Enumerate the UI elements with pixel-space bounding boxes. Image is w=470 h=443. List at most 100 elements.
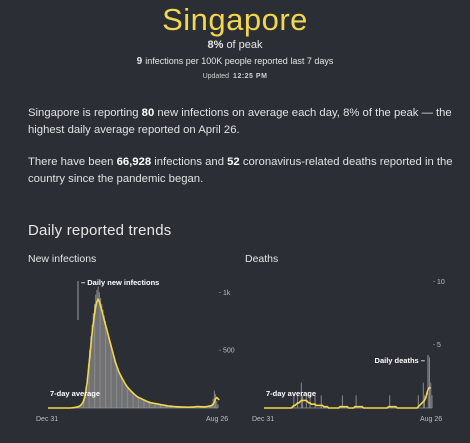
infections-bar: [135, 396, 137, 408]
infections-bar: [139, 398, 141, 408]
infections-bar: [93, 303, 95, 408]
infections-bar: [80, 404, 82, 408]
infections-bar: [161, 404, 163, 408]
infections-bar: [117, 369, 119, 408]
infections-bar: [166, 405, 168, 408]
infections-bar: [81, 402, 83, 408]
p1-text-b: new infections on average each day, 8% o…: [28, 107, 452, 136]
infections-ytick-label: 500: [223, 348, 235, 355]
infections-bar: [119, 375, 121, 408]
p1-text-a: Singapore is reporting: [28, 107, 142, 119]
infections-bar: [136, 397, 138, 408]
infections-bar: [100, 298, 102, 408]
infections-bar: [96, 290, 98, 408]
infections-bar: [114, 361, 116, 408]
deaths-avg-line: [264, 386, 431, 409]
p2-text-c: coronavirus-related deaths reported in t…: [28, 156, 453, 185]
infections-bar: [160, 404, 162, 408]
deaths-bar: [431, 395, 433, 408]
infections-bar: [213, 390, 215, 408]
infections-bar: [162, 404, 164, 408]
country-title: Singapore: [162, 2, 308, 37]
infections-bar: [123, 382, 125, 408]
updated-stamp: Updated 12:25 PM: [0, 73, 470, 80]
infections-bar: [86, 377, 88, 408]
p2-text-a: There have been: [28, 156, 117, 168]
total-deaths-value: 52: [227, 156, 240, 168]
deaths-bar: [422, 382, 424, 408]
deaths-bars-annotation: Daily deaths –: [375, 356, 425, 365]
deaths-bar: [320, 395, 322, 408]
section-title: Daily reported trends: [28, 222, 172, 239]
infections-bar: [124, 384, 126, 408]
infections-bar: [116, 366, 117, 408]
weekly-value: 9: [136, 56, 143, 67]
infections-bar: [149, 402, 150, 408]
infections-bar: [216, 401, 218, 408]
infections-bar: [168, 406, 170, 408]
infections-bar: [106, 327, 108, 408]
infections-bar: [140, 398, 142, 408]
deaths-bar: [314, 395, 316, 408]
infections-bar: [150, 402, 152, 408]
infections-bar: [147, 402, 149, 408]
infections-bar: [107, 332, 109, 408]
infections-bar: [141, 399, 143, 408]
infections-bar: [145, 401, 147, 408]
total-infections-value: 66,928: [116, 156, 152, 168]
weekly-text: infections per 100K people reported last…: [145, 56, 334, 66]
deaths-chart-title: Deaths: [245, 253, 279, 265]
infections-bar: [103, 315, 105, 408]
infections-bar: [217, 404, 219, 408]
infections-bar: [109, 343, 111, 408]
deaths-bar: [427, 395, 429, 408]
deaths-bar: [297, 395, 299, 408]
infections-bar: [133, 394, 135, 408]
infections-bar: [111, 347, 113, 408]
infections-bar: [112, 352, 114, 408]
peak-text: of peak: [226, 39, 263, 51]
infections-bar: [144, 400, 146, 408]
infections-bar: [113, 357, 115, 408]
deaths-bar: [293, 395, 295, 408]
infections-bar: [131, 392, 133, 408]
weekly-summary: 9 infections per 100K people reported las…: [0, 56, 470, 67]
infections-bar: [129, 390, 131, 408]
deaths-bar: [389, 395, 391, 408]
infections-bar: [157, 404, 159, 408]
infections-bar: [164, 405, 166, 408]
infections-bar: [167, 405, 169, 408]
infections-bar: [158, 404, 160, 408]
deaths-bar: [300, 382, 302, 408]
updated-time: 12:25 PM: [233, 73, 268, 80]
infections-bar: [171, 406, 173, 408]
infections-bar: [134, 395, 136, 408]
infections-bar: [98, 292, 100, 408]
infections-bar: [89, 350, 91, 408]
infections-bar: [142, 399, 144, 408]
deaths-bar: [302, 395, 304, 408]
deaths-bar: [309, 395, 311, 408]
infections-bar: [82, 399, 84, 408]
infections-bar: [87, 364, 89, 408]
deaths-bar: [424, 395, 426, 408]
infections-x-start-label: Dec 31: [36, 416, 58, 423]
infections-bar: [91, 324, 93, 408]
infections-bar: [90, 336, 92, 408]
infections-bar: [156, 403, 158, 408]
deaths-bar: [430, 382, 432, 408]
p2-text-b: infections and: [151, 156, 228, 168]
deaths-bar: [355, 395, 357, 408]
infections-bar: [173, 406, 175, 408]
infections-bar: [153, 403, 155, 408]
infections-bar: [118, 373, 120, 408]
infections-bars-annotation: – Daily new infections: [81, 278, 159, 287]
infections-avg-annotation: 7-day average: [50, 389, 100, 398]
infections-bar: [146, 401, 148, 408]
peak-percent: 8%: [207, 39, 224, 51]
infections-bar: [79, 405, 81, 408]
infections-bar: [102, 309, 104, 408]
infections-bar: [85, 387, 87, 408]
deaths-bar: [341, 395, 343, 408]
infections-bar: [155, 403, 157, 408]
